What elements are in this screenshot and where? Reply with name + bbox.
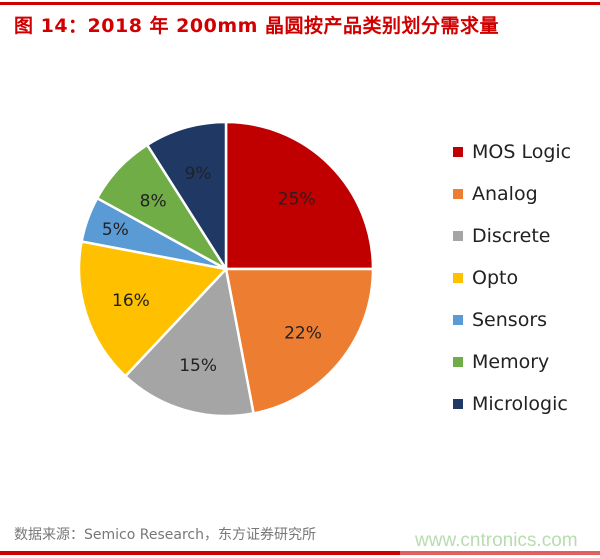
pie-slice-discrete	[123, 266, 256, 418]
legend-label: Sensors	[472, 309, 548, 331]
legend-label: Discrete	[472, 225, 551, 247]
legend: MOS Logic Analog Discrete Opto Sensors Memory…	[453, 131, 571, 425]
data-label: 15%	[179, 356, 217, 376]
data-label: 16%	[112, 291, 150, 311]
legend-item: Discrete	[453, 215, 571, 257]
data-label: 8%	[140, 192, 167, 212]
legend-swatch	[453, 399, 463, 409]
legend-swatch	[453, 147, 463, 157]
legend-swatch	[453, 315, 463, 325]
source-note: 数据来源：Semico Research，东方证券研究所	[14, 527, 316, 543]
legend-swatch	[453, 273, 463, 283]
legend-item: Sensors	[453, 299, 571, 341]
legend-label: Analog	[472, 183, 538, 205]
data-label: 22%	[284, 324, 322, 344]
legend-item: Analog	[453, 173, 571, 215]
legend-item: Opto	[453, 257, 571, 299]
legend-label: Memory	[472, 351, 550, 373]
legend-label: MOS Logic	[472, 141, 572, 163]
bottom-divider-right	[400, 551, 600, 555]
legend-item: MOS Logic	[453, 131, 571, 173]
data-label: 9%	[185, 164, 212, 184]
pie-slice-opto	[77, 239, 229, 378]
watermark: www.cntronics.com	[415, 530, 578, 551]
data-label: 5%	[102, 220, 129, 240]
top-divider	[0, 2, 600, 5]
legend-item: Micrologic	[453, 383, 571, 425]
data-label: 25%	[278, 189, 316, 209]
legend-swatch	[453, 357, 463, 367]
legend-item: Memory	[453, 341, 571, 383]
legend-label: Micrologic	[472, 393, 568, 415]
bottom-divider	[0, 551, 400, 555]
pie-slice-mos-logic	[224, 120, 375, 271]
pie-slice-analog	[224, 267, 375, 415]
chart-title: 图 14：2018 年 200mm 晶圆按产品类别划分需求量	[14, 15, 500, 37]
legend-label: Opto	[472, 267, 519, 289]
pie-slice-micrologic	[145, 120, 228, 274]
legend-swatch	[453, 189, 463, 199]
legend-swatch	[453, 231, 463, 241]
